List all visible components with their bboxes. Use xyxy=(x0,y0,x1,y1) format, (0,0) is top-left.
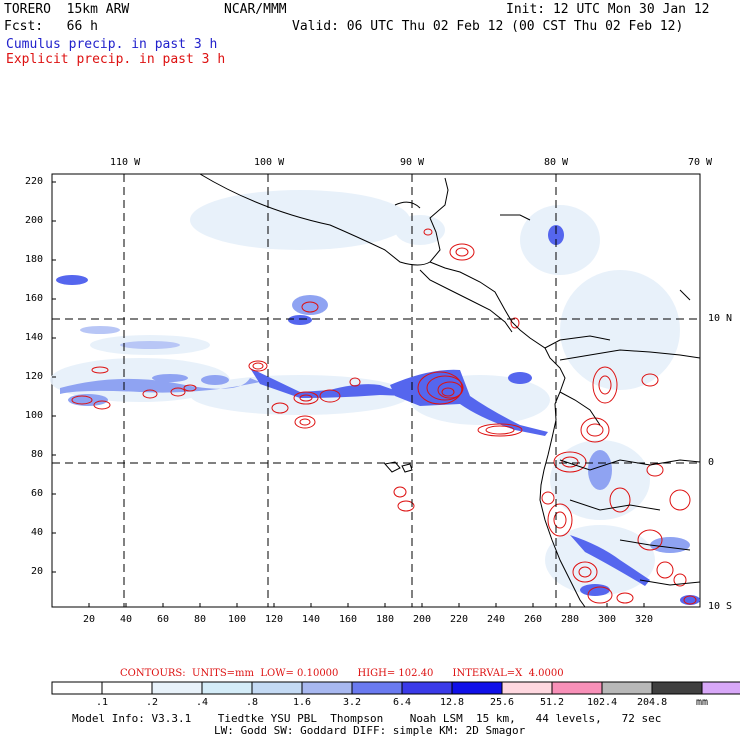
y-tick: 200 xyxy=(25,215,44,226)
colorbar-swatch xyxy=(301,681,353,695)
colorbar-swatch xyxy=(401,681,453,695)
y-tick: 160 xyxy=(25,293,44,304)
colorbar-label: 204.8 xyxy=(637,697,668,708)
lat-label-0: 0 xyxy=(708,457,715,468)
x-tick: 220 xyxy=(450,614,469,625)
colorbar-swatch xyxy=(451,681,503,695)
contour-low: LOW= 0.10000 xyxy=(260,668,339,679)
colorbar-label: 6.4 xyxy=(392,697,412,708)
y-tick: 80 xyxy=(31,449,44,460)
lat-label-10n: 10 N xyxy=(708,313,733,324)
colorbar-label: .2 xyxy=(145,697,159,708)
valid-time: Valid: 06 UTC Thu 02 Feb 12 (00 CST Thu … xyxy=(292,19,684,34)
x-tick: 180 xyxy=(376,614,395,625)
colorbar-unit: mm xyxy=(696,697,709,708)
x-tick: 260 xyxy=(524,614,543,625)
x-tick: 240 xyxy=(487,614,506,625)
x-tick: 300 xyxy=(598,614,617,625)
y-tick: 120 xyxy=(25,371,44,382)
lon-label-70w: 70 W xyxy=(688,157,713,168)
colorbar-label: 3.2 xyxy=(342,697,362,708)
colorbar-swatch xyxy=(351,681,403,695)
x-tick: 120 xyxy=(265,614,284,625)
lat-label-10s: 10 S xyxy=(708,601,733,612)
y-tick: 180 xyxy=(25,254,44,265)
y-tick: 100 xyxy=(25,410,44,421)
x-tick: 80 xyxy=(194,614,207,625)
colorbar-swatch xyxy=(501,681,553,695)
y-tick: 140 xyxy=(25,332,44,343)
colorbar-label: 1.6 xyxy=(292,697,312,708)
model-info-line1: Model Info: V3.3.1 Tiedtke YSU PBL Thomp… xyxy=(72,712,662,725)
x-tick: 320 xyxy=(635,614,654,625)
colorbar-swatch xyxy=(201,681,253,695)
y-tick: 20 xyxy=(31,566,44,577)
colorbar-swatch xyxy=(101,681,153,695)
x-tick: 140 xyxy=(302,614,321,625)
contour-info: CONTOURS: UNITS=mm LOW= 0.10000 HIGH= 10… xyxy=(120,668,564,679)
contour-units: UNITS=mm xyxy=(192,668,255,679)
colorbar-label: 12.8 xyxy=(439,697,465,708)
lon-label-80w: 80 W xyxy=(544,157,569,168)
colorbar-label: 25.6 xyxy=(489,697,515,708)
colorbar-swatch xyxy=(151,681,203,695)
colorbar-swatch xyxy=(701,681,740,695)
axis-ticks xyxy=(52,181,645,607)
lat-lon-grid xyxy=(52,174,700,607)
colorbar-swatch xyxy=(551,681,603,695)
model-info-line2: LW: Godd SW: Goddard DIFF: simple KM: 2D… xyxy=(214,724,526,737)
lon-label-110w: 110 W xyxy=(110,157,141,168)
colorbar-label: .1 xyxy=(95,697,109,708)
x-tick: 200 xyxy=(413,614,432,625)
forecast-hour: Fcst: 66 h xyxy=(4,19,98,34)
y-tick: 60 xyxy=(31,488,44,499)
colorbar-swatch xyxy=(251,681,303,695)
x-tick: 60 xyxy=(157,614,170,625)
colorbar-label: .4 xyxy=(195,697,209,708)
lon-label-100w: 100 W xyxy=(254,157,285,168)
x-tick: 40 xyxy=(120,614,133,625)
model-title: TORERO 15km ARW xyxy=(4,2,130,17)
colorbar-label: 102.4 xyxy=(587,697,618,708)
explicit-precip-contours xyxy=(71,228,697,605)
x-tick: 160 xyxy=(339,614,358,625)
colorbar-label: 51.2 xyxy=(539,697,565,708)
y-tick: 40 xyxy=(31,527,44,538)
contour-prefix: CONTOURS: xyxy=(120,668,186,679)
colorbar-label: .8 xyxy=(245,697,259,708)
contour-high: HIGH= 102.40 xyxy=(357,668,434,679)
cumulus-precip-areas xyxy=(56,225,700,605)
organization: NCAR/MMM xyxy=(224,2,287,17)
colorbar-swatch xyxy=(651,681,703,695)
x-tick: 100 xyxy=(228,614,247,625)
explicit-legend: Explicit precip. in past 3 h xyxy=(6,52,226,67)
x-tick: 20 xyxy=(83,614,96,625)
colorbar-swatch xyxy=(601,681,653,695)
init-time: Init: 12 UTC Mon 30 Jan 12 xyxy=(506,2,710,17)
contour-interval: INTERVAL=X 4.0000 xyxy=(452,668,564,679)
lon-label-90w: 90 W xyxy=(400,157,425,168)
x-tick: 280 xyxy=(561,614,580,625)
colorbar-swatch xyxy=(51,681,103,695)
y-tick: 220 xyxy=(25,176,44,187)
cumulus-legend: Cumulus precip. in past 3 h xyxy=(6,37,218,52)
colorbar xyxy=(51,681,740,695)
